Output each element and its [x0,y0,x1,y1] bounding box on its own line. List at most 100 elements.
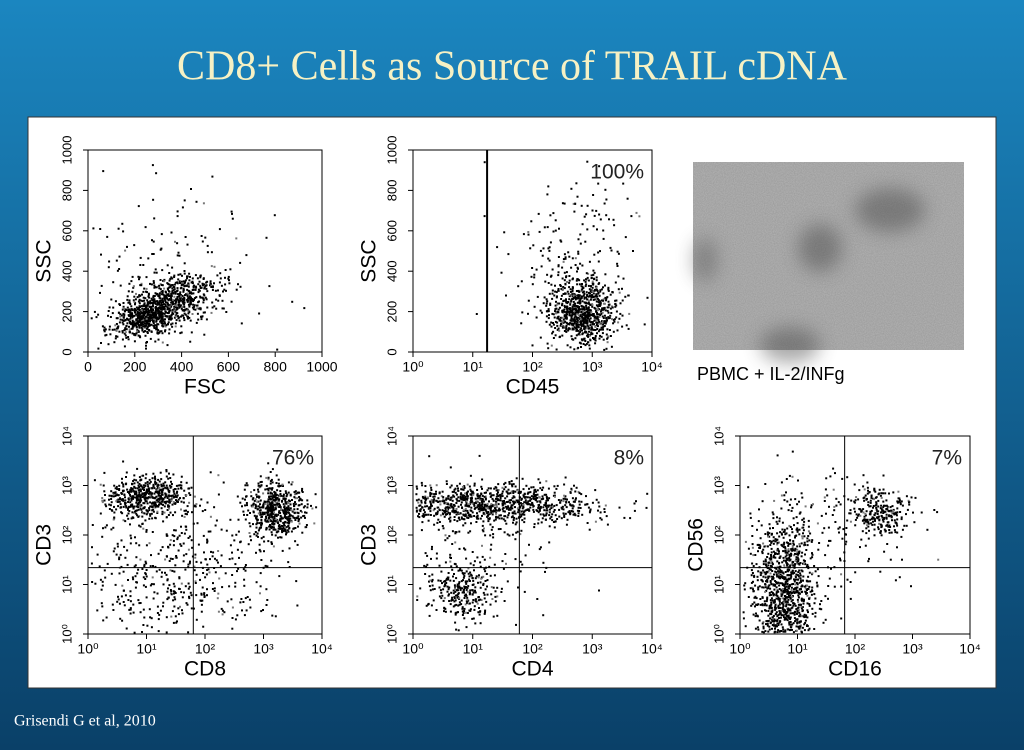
event-dot [110,498,112,500]
event-dot [109,306,111,308]
event-dot [589,529,591,531]
event-dot [116,494,118,496]
event-dot [559,502,561,504]
event-dot [301,503,303,505]
event-dot [583,318,585,320]
event-dot [494,574,496,576]
event-dot [199,281,201,283]
event-dot [465,515,467,517]
event-dot [306,499,308,501]
event-dot [284,508,286,510]
event-dot [221,608,223,610]
event-dot [164,572,166,574]
event-dot [246,482,248,484]
event-dot [563,484,565,486]
event-dot [148,293,150,295]
event-dot [141,309,143,311]
event-dot [565,501,567,503]
event-dot [446,513,448,515]
event-dot [240,286,242,288]
event-dot [608,290,610,292]
event-dot [579,299,581,301]
event-dot [279,526,281,528]
event-dot [500,514,502,516]
event-dot [428,520,430,522]
event-dot [129,523,131,525]
event-dot [274,514,276,516]
event-dot [554,492,556,494]
event-dot [127,518,129,520]
event-dot [258,491,260,493]
event-dot [206,290,208,292]
event-dot [581,501,583,503]
event-dot [213,282,215,284]
event-dot [130,542,132,544]
event-dot [122,323,124,325]
event-dot [549,518,551,520]
event-dot [123,329,125,331]
event-dot [589,261,591,263]
event-dot [298,504,300,506]
event-dot [556,325,558,327]
slide-title: CD8+ Cells as Source of TRAIL cDNA [177,44,848,90]
event-dot [511,480,513,482]
event-dot [544,226,546,228]
event-dot [552,290,554,292]
event-dot [619,292,621,294]
event-dot [275,508,277,510]
event-dot [480,486,482,488]
event-dot [137,276,139,278]
event-dot [153,511,155,513]
event-dot [270,483,272,485]
event-dot [512,534,514,536]
event-dot [273,511,275,513]
event-dot [184,302,186,304]
event-dot [139,489,141,491]
event-dot [161,233,163,235]
event-dot [540,513,542,515]
event-dot [557,274,559,276]
event-dot [592,502,594,504]
event-dot [496,246,498,248]
event-dot [539,502,541,504]
event-dot [165,469,167,471]
event-dot [141,327,143,329]
event-dot [167,323,169,325]
event-dot [180,296,182,298]
event-dot [174,284,176,286]
event-dot [94,311,96,313]
event-dot [583,279,585,281]
event-dot [111,501,113,503]
event-dot [211,251,213,253]
event-dot [277,531,279,533]
event-dot [428,507,430,509]
event-dot [457,511,459,513]
event-dot [502,500,504,502]
event-dot [434,588,436,590]
event-dot [165,304,167,306]
event-dot [145,473,147,475]
event-dot [167,264,169,266]
event-dot [554,317,556,319]
event-dot [280,515,282,517]
event-dot [208,568,210,570]
event-dot [219,272,221,274]
event-dot [606,338,608,340]
event-dot [598,506,600,508]
event-dot [484,215,486,217]
event-dot [122,500,124,502]
event-dot [146,276,148,278]
event-dot [164,311,166,313]
event-dot [153,326,155,328]
event-dot [143,305,145,307]
event-dot [428,514,430,516]
event-dot [481,488,483,490]
event-dot [469,486,471,488]
event-dot [244,484,246,486]
event-dot [141,294,143,296]
event-dot [584,301,586,303]
event-dot [622,300,624,302]
event-dot [570,188,572,190]
event-dot [480,581,482,583]
event-dot [121,620,123,622]
